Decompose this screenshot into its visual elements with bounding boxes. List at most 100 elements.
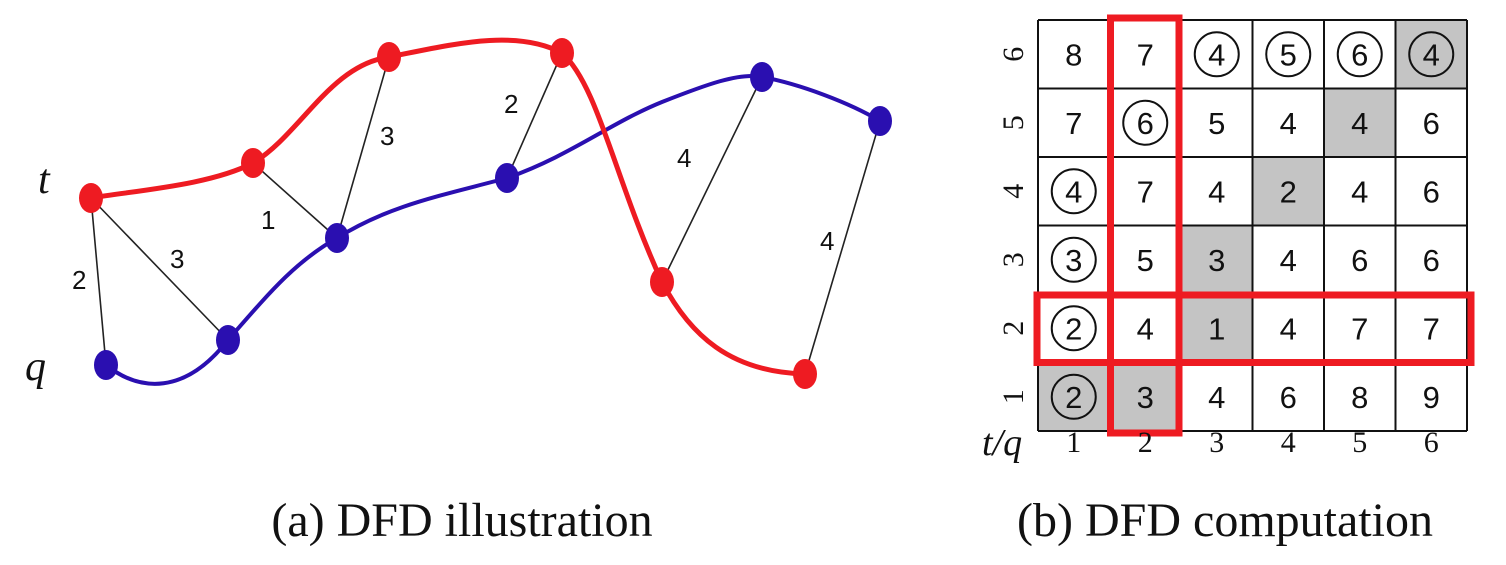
y-tick-label: 5: [997, 115, 1030, 130]
shaded-cell: [1109, 362, 1181, 431]
cell-value: 1: [1208, 311, 1225, 346]
cell-value: 7: [1065, 106, 1082, 141]
x-tick-label: 3: [1209, 426, 1224, 459]
y-tick-label: 3: [997, 252, 1030, 267]
circled-marker: [1050, 305, 1097, 352]
cell-value: 4: [1351, 174, 1368, 209]
cell-value: 8: [1351, 380, 1368, 415]
circled-marker: [1408, 31, 1455, 78]
circled-marker: [1050, 168, 1097, 215]
q-point: [94, 350, 118, 380]
highlight-row-2: [1033, 291, 1475, 366]
trajectory-q-points: [94, 62, 892, 380]
cell-value: 7: [1423, 311, 1440, 346]
distance-label: 1: [261, 205, 275, 235]
circled-marker: [1336, 31, 1383, 78]
y-tick-label: 4: [997, 184, 1030, 199]
cell-value: 4: [1423, 37, 1440, 72]
shaded-cell: [1324, 88, 1396, 157]
match-line: [506, 52, 563, 179]
x-tick-label: 5: [1352, 426, 1367, 459]
distance-label: 4: [820, 226, 834, 256]
cell-value: 3: [1065, 243, 1082, 278]
y-tick-label: 2: [997, 321, 1030, 336]
cell-value: 2: [1065, 311, 1082, 346]
cell-value: 8: [1065, 37, 1082, 72]
cell-value: 6: [1351, 37, 1368, 72]
cell-value: 4: [1280, 311, 1297, 346]
t-point: [650, 267, 674, 297]
grid-values: 8 7 4 5 6 4 7 6 5 4 4 6 4 7 4 2 4 6 3 5 3 4 6 6 2 4 1 4 7 7 2 3 4 6 8 9: [1065, 37, 1440, 415]
trajectory-t-points: [79, 38, 817, 389]
shaded-cell: [1181, 294, 1253, 363]
match-line: [804, 120, 881, 375]
cell-value: 6: [1423, 174, 1440, 209]
x-tick-label: 1: [1066, 426, 1081, 459]
distance-label: 4: [677, 143, 691, 173]
cell-value: 7: [1137, 174, 1154, 209]
matching-lines: [90, 52, 881, 375]
cell-value: 6: [1423, 106, 1440, 141]
t-point: [79, 183, 103, 213]
match-line: [90, 197, 229, 341]
cell-value: 4: [1351, 106, 1368, 141]
cell-value: 5: [1137, 243, 1154, 278]
circled-marker: [1193, 31, 1240, 78]
cell-value: 3: [1137, 380, 1154, 415]
t-point: [377, 42, 401, 72]
highlight-column-2: [1107, 14, 1183, 437]
q-point: [750, 62, 774, 92]
cell-value: 4: [1208, 174, 1225, 209]
cell-value: 2: [1065, 380, 1082, 415]
circled-marker: [1050, 236, 1097, 283]
caption-b: (b) DFD computation: [1017, 494, 1433, 547]
optimal-row-column-highlights: [1033, 14, 1475, 437]
t-point: [550, 38, 574, 68]
cell-value: 2: [1280, 174, 1297, 209]
caption-a: (a) DFD illustration: [271, 494, 652, 547]
q-point: [868, 106, 892, 136]
distance-labels: 2 3 1 3 2 4 4: [72, 89, 834, 295]
q-point: [325, 223, 349, 253]
cell-value: 4: [1065, 174, 1082, 209]
distance-label: 3: [380, 121, 394, 151]
grid-circles: [1050, 31, 1455, 420]
distance-label: 2: [504, 89, 518, 119]
q-point: [216, 325, 240, 355]
shaded-cell: [1181, 225, 1253, 294]
cell-value: 4: [1280, 243, 1297, 278]
x-tick-label: 6: [1424, 426, 1439, 459]
panel-b: 8 7 4 5 6 4 7 6 5 4 4 6 4 7 4 2 4 6 3 5 3 4 6 6 2 4 1 4 7 7 2 3 4 6 8 9 1 2 3…: [982, 14, 1475, 547]
cell-value: 9: [1423, 380, 1440, 415]
x-axis-ticks: 1 2 3 4 5 6: [1066, 426, 1439, 459]
q-point: [495, 163, 519, 193]
t-point: [241, 148, 265, 178]
circled-marker: [1265, 31, 1312, 78]
t-point: [793, 359, 817, 389]
match-line: [336, 56, 390, 239]
y-tick-label: 6: [997, 47, 1030, 62]
match-line: [90, 197, 107, 366]
corner-label: t/q: [982, 422, 1022, 464]
cell-value: 6: [1351, 243, 1368, 278]
y-axis-ticks: 1 2 3 4 5 6: [997, 47, 1030, 405]
cell-value: 4: [1208, 380, 1225, 415]
cell-value: 7: [1137, 37, 1154, 72]
distance-label: 3: [170, 244, 184, 274]
cell-value: 6: [1423, 243, 1440, 278]
cell-value: 4: [1137, 311, 1154, 346]
cell-value: 7: [1351, 311, 1368, 346]
cell-value: 6: [1137, 106, 1154, 141]
cell-value: 5: [1208, 106, 1225, 141]
match-line: [252, 162, 338, 239]
cell-value: 5: [1280, 37, 1297, 72]
trajectory-t-label: t: [38, 157, 51, 203]
distance-label: 2: [72, 265, 86, 295]
panel-a: 2 3 1 3 2 4 4 t q (a) DFD illustration: [25, 37, 892, 547]
cell-value: 3: [1208, 243, 1225, 278]
shaded-cell: [1252, 157, 1324, 226]
y-tick-label: 1: [997, 389, 1030, 404]
trajectory-q-label: q: [25, 344, 46, 390]
circled-marker: [1122, 99, 1169, 146]
